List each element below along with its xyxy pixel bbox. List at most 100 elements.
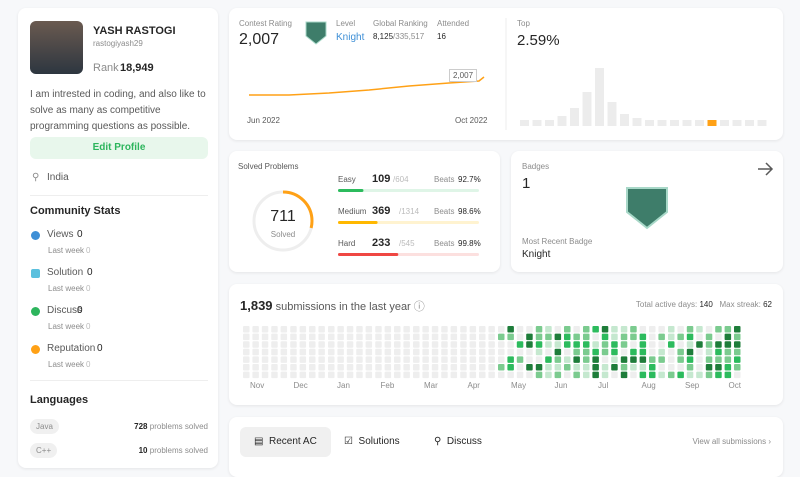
language-name: C++: [30, 443, 58, 458]
heatmap-cell: [479, 356, 486, 363]
location: India: [47, 172, 69, 183]
heatmap-cell: [658, 326, 665, 333]
heatmap-cell: [346, 341, 354, 348]
heatmap-cell: [592, 364, 599, 371]
heatmap-cell: [328, 364, 335, 371]
heatmap-cell: [507, 356, 514, 363]
heatmap-cell: [611, 356, 618, 363]
heatmap-cell: [488, 333, 495, 341]
heatmap-cell: [261, 356, 269, 363]
heatmap-cell: [630, 333, 637, 341]
heatmap-cell: [280, 356, 288, 363]
heatmap-cell: [356, 341, 363, 348]
stat-icon: [31, 231, 40, 240]
stat-label: Views: [47, 229, 74, 240]
heatmap-cell: [394, 341, 401, 348]
heatmap-cell: [271, 326, 278, 333]
heatmap-cell: [554, 371, 562, 379]
heatmap-cell: [516, 326, 524, 333]
heatmap-cell: [498, 341, 505, 348]
heatmap-cell: [261, 333, 269, 341]
heatmap-cell: [498, 348, 505, 356]
solved-title: Solved Problems: [238, 162, 299, 171]
attended-label: Attended: [437, 19, 470, 28]
heatmap-cell: [337, 333, 344, 341]
tab[interactable]: ☑ Solutions: [330, 427, 414, 457]
heatmap-cell: [413, 356, 420, 363]
heatmap-cell: [384, 341, 392, 348]
heatmap-cell: [677, 364, 684, 371]
heatmap-cell: [431, 348, 439, 356]
heatmap-cell: [583, 341, 590, 348]
heatmap-cell: [649, 326, 656, 333]
stat-value: 0: [87, 267, 93, 278]
community-title: Community Stats: [30, 205, 121, 217]
heatmap-cell: [630, 341, 637, 348]
tab[interactable]: ⚲ Discuss: [420, 427, 496, 457]
rank-label: Rank: [93, 62, 119, 74]
heatmap-cell: [611, 371, 618, 379]
heatmap-cell: [516, 333, 524, 341]
heatmap-cell: [261, 348, 269, 356]
heatmap-cell: [583, 333, 590, 341]
heatmap-cell: [271, 356, 278, 363]
heatmap-cell: [630, 356, 637, 363]
heatmap-cell: [252, 348, 259, 356]
heatmap-cell: [431, 333, 439, 341]
avatar: [30, 21, 83, 74]
heatmap-cell: [630, 326, 637, 333]
heatmap-cell: [337, 364, 344, 371]
heatmap-cell: [620, 333, 628, 341]
heatmap-cell: [734, 371, 741, 379]
heatmap-cell: [394, 364, 401, 371]
arrow-icon[interactable]: [758, 162, 774, 176]
difficulty-total: /1314: [399, 207, 420, 216]
heatmap-cell: [554, 333, 562, 341]
heatmap-cell: [280, 333, 288, 341]
heatmap-cell: [705, 371, 713, 379]
heatmap-cell: [516, 356, 524, 363]
heatmap-cell: [573, 326, 580, 333]
view-all-link[interactable]: View all submissions ›: [692, 437, 771, 446]
tab[interactable]: ▤ Recent AC: [240, 427, 331, 457]
heatmap-cell: [252, 371, 259, 379]
month-label: Aug: [641, 381, 656, 390]
histogram-bar: [657, 120, 667, 126]
heatmap-cell: [261, 341, 269, 348]
heatmap-cell: [441, 333, 448, 341]
heatmap-cell: [337, 326, 344, 333]
heatmap-cell: [375, 364, 382, 371]
heatmap-cell: [431, 341, 439, 348]
heatmap-cell: [356, 371, 363, 379]
heatmap-cell: [413, 341, 420, 348]
heatmap-cell: [611, 348, 618, 356]
location-icon: ⚲: [32, 172, 40, 183]
month-label: Sep: [685, 381, 700, 390]
heatmap-cell: [441, 348, 448, 356]
divider: [30, 380, 208, 381]
heatmap-cell: [734, 326, 741, 333]
difficulty-label: Hard: [338, 239, 356, 248]
heatmap-cell: [479, 341, 486, 348]
bio: I am intrested in coding, and also like …: [30, 89, 206, 132]
view-all: View all submissions: [692, 437, 767, 446]
heatmap-cell: [328, 333, 335, 341]
heatmap-cell: [384, 356, 392, 363]
heatmap-cell: [365, 364, 373, 371]
heatmap-cell: [318, 341, 325, 348]
heatmap-cell: [498, 371, 505, 379]
heatmap-cell: [243, 326, 250, 333]
edit-profile-button[interactable]: Edit Profile: [30, 137, 208, 159]
badges-count: 1: [522, 175, 531, 192]
stat-label: Solution: [47, 267, 84, 278]
heatmap-cell: [365, 341, 373, 348]
heatmap-cell: [441, 371, 448, 379]
global-rank: 8,125: [373, 32, 394, 41]
heatmap-cell: [715, 333, 722, 341]
top-label: Top: [517, 19, 530, 28]
heatmap-cell: [734, 356, 741, 363]
heatmap-cell: [290, 371, 297, 379]
stat-value: 0: [77, 229, 83, 240]
heatmap-cell: [469, 341, 477, 348]
heatmap-cell: [545, 371, 552, 379]
